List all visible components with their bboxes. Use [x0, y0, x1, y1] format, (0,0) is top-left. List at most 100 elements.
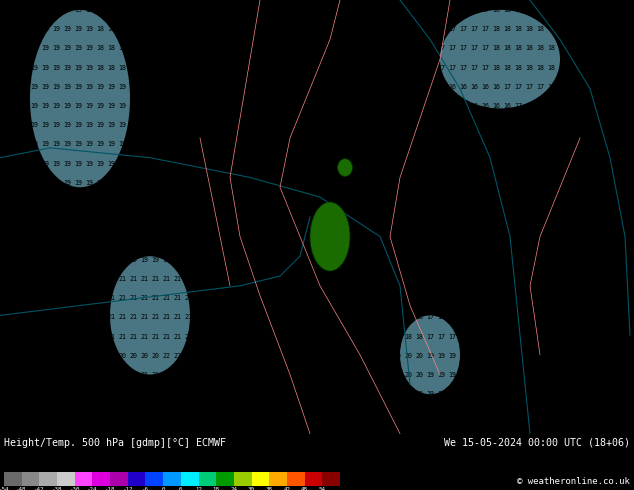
Text: 22: 22 — [250, 372, 258, 378]
Text: 17: 17 — [503, 315, 511, 320]
Text: 16: 16 — [624, 238, 632, 244]
Text: 20: 20 — [382, 411, 390, 416]
Text: 19: 19 — [74, 7, 82, 13]
Text: 19: 19 — [118, 103, 126, 109]
Text: 17: 17 — [239, 238, 247, 244]
Text: 17: 17 — [602, 84, 610, 90]
Text: 19: 19 — [316, 334, 324, 340]
Text: 20: 20 — [151, 353, 159, 359]
Text: 18: 18 — [569, 411, 577, 416]
Text: 18: 18 — [525, 391, 533, 397]
Text: 18: 18 — [613, 353, 621, 359]
Text: 19: 19 — [162, 161, 170, 167]
Text: 16: 16 — [316, 180, 324, 186]
Text: 19: 19 — [140, 238, 148, 244]
Text: 19: 19 — [19, 161, 27, 167]
Bar — [93, 472, 110, 486]
Text: 18: 18 — [569, 430, 577, 436]
Text: 16: 16 — [393, 199, 401, 205]
Text: 17: 17 — [316, 257, 324, 263]
Text: 19: 19 — [129, 142, 137, 147]
Text: 17: 17 — [569, 142, 577, 147]
Text: 17: 17 — [613, 295, 621, 301]
Text: 18: 18 — [206, 84, 214, 90]
Text: 18: 18 — [503, 26, 511, 32]
Text: -24: -24 — [87, 487, 98, 490]
Text: 19: 19 — [19, 122, 27, 128]
Text: 19: 19 — [63, 218, 71, 224]
Text: 17: 17 — [206, 7, 214, 13]
Text: 18: 18 — [107, 7, 115, 13]
Text: 18: 18 — [206, 142, 214, 147]
Text: 17: 17 — [580, 276, 588, 282]
Text: 16: 16 — [437, 103, 445, 109]
Text: 17: 17 — [338, 161, 346, 167]
Text: 17: 17 — [327, 161, 335, 167]
Text: 16: 16 — [360, 142, 368, 147]
Text: 18: 18 — [107, 45, 115, 51]
Text: 18: 18 — [525, 372, 533, 378]
Text: 18: 18 — [415, 276, 423, 282]
Text: 17: 17 — [591, 84, 599, 90]
Text: 19: 19 — [96, 84, 104, 90]
Text: 18: 18 — [228, 122, 236, 128]
Text: 18: 18 — [173, 26, 181, 32]
Text: 22: 22 — [162, 391, 170, 397]
Text: 19: 19 — [0, 45, 5, 51]
Text: 19: 19 — [8, 161, 16, 167]
Bar — [198, 472, 216, 486]
Text: 19: 19 — [74, 103, 82, 109]
Text: 20: 20 — [0, 257, 5, 263]
Text: 17: 17 — [360, 65, 368, 71]
Text: 21: 21 — [96, 276, 104, 282]
Text: 18: 18 — [195, 199, 203, 205]
Text: 19: 19 — [8, 65, 16, 71]
Text: 17: 17 — [294, 103, 302, 109]
Text: 17: 17 — [492, 315, 500, 320]
Text: 30: 30 — [248, 487, 255, 490]
Text: 21: 21 — [173, 334, 181, 340]
Text: 21: 21 — [316, 411, 324, 416]
Text: 24: 24 — [41, 430, 49, 436]
Text: 17: 17 — [261, 103, 269, 109]
Text: 18: 18 — [96, 65, 104, 71]
Text: 21: 21 — [151, 295, 159, 301]
Text: 16: 16 — [481, 238, 489, 244]
Text: 21: 21 — [151, 372, 159, 378]
Text: 16: 16 — [382, 103, 390, 109]
Text: 18: 18 — [213, 487, 220, 490]
Text: 16: 16 — [382, 218, 390, 224]
Text: 16: 16 — [327, 45, 335, 51]
Text: 21: 21 — [184, 334, 192, 340]
Text: 18: 18 — [129, 26, 137, 32]
Text: 19: 19 — [52, 218, 60, 224]
Text: 18: 18 — [492, 65, 500, 71]
Text: 17: 17 — [393, 26, 401, 32]
Text: 19: 19 — [129, 257, 137, 263]
Text: 16: 16 — [316, 7, 324, 13]
Text: 16: 16 — [448, 122, 456, 128]
Text: 17: 17 — [536, 142, 544, 147]
Text: 16: 16 — [426, 103, 434, 109]
Text: 16: 16 — [415, 161, 423, 167]
Text: 21: 21 — [261, 430, 269, 436]
Text: 22: 22 — [8, 334, 16, 340]
Text: 17: 17 — [283, 257, 291, 263]
Text: 16: 16 — [316, 199, 324, 205]
Text: 16: 16 — [525, 161, 533, 167]
Text: 18: 18 — [184, 7, 192, 13]
Text: 17: 17 — [393, 7, 401, 13]
Text: 18: 18 — [250, 122, 258, 128]
Text: 18: 18 — [162, 218, 170, 224]
Text: 17: 17 — [415, 26, 423, 32]
Text: 18: 18 — [206, 103, 214, 109]
Text: 17: 17 — [525, 276, 533, 282]
Text: 18: 18 — [173, 238, 181, 244]
Text: 17: 17 — [294, 84, 302, 90]
Text: 18: 18 — [492, 353, 500, 359]
Text: 19: 19 — [30, 26, 38, 32]
Text: 20: 20 — [195, 276, 203, 282]
Text: 16: 16 — [305, 7, 313, 13]
Text: 19: 19 — [448, 353, 456, 359]
Text: 17: 17 — [437, 276, 445, 282]
